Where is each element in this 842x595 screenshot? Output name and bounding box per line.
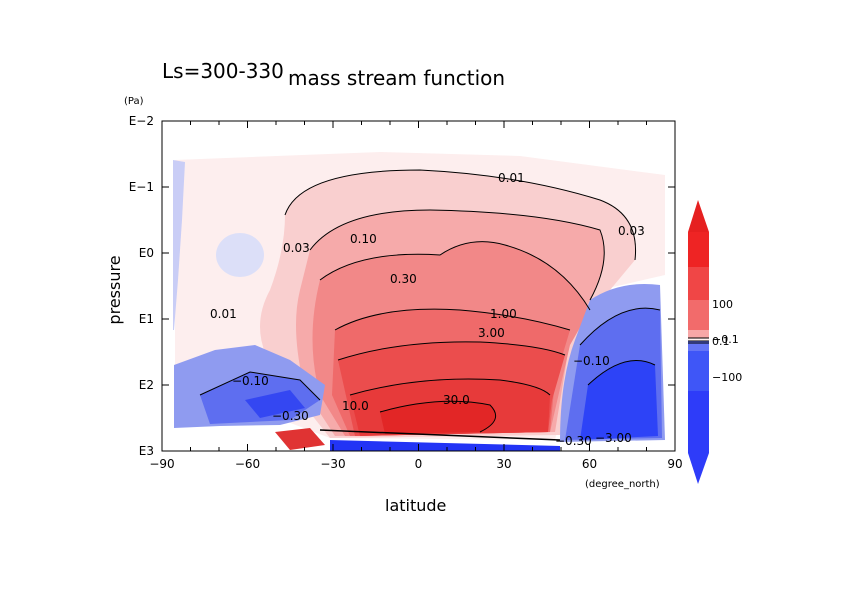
region-bottom-negative-strip bbox=[330, 440, 560, 451]
region-south-negative-core bbox=[245, 390, 305, 418]
y-unit-label: (Pa) bbox=[124, 96, 144, 107]
contour-label: 0.30 bbox=[390, 272, 417, 286]
x-tick-label: 30 bbox=[496, 457, 511, 471]
colorbar-positive-4 bbox=[688, 330, 709, 338]
x-tick-label: −30 bbox=[320, 457, 345, 471]
contour-label: 0.01 bbox=[210, 307, 237, 321]
x-tick-label: 60 bbox=[582, 457, 597, 471]
y-tick-label: E0 bbox=[139, 246, 154, 260]
contour-label: 30.0 bbox=[443, 393, 470, 407]
contour-label: −3.00 bbox=[595, 431, 632, 445]
contour-label: 0.03 bbox=[283, 241, 310, 255]
contour-line bbox=[334, 308, 571, 331]
colorbar-top-arrow bbox=[688, 200, 709, 232]
period-label: Ls=300-330 bbox=[162, 59, 284, 83]
colorbar-negative-1 bbox=[688, 341, 709, 351]
x-tick-label: 0 bbox=[415, 457, 423, 471]
colorbar-positive-1 bbox=[688, 232, 709, 267]
contour-line bbox=[199, 371, 321, 401]
contour-label: 10.0 bbox=[342, 399, 369, 413]
colorbar-tick-label: −0.1 bbox=[712, 333, 739, 346]
colorbar-near-zero bbox=[688, 338, 709, 341]
contour-line bbox=[284, 169, 637, 261]
colorbar-negative-3 bbox=[688, 391, 709, 453]
y-tick-label: E2 bbox=[139, 378, 154, 392]
x-axis-label: latitude bbox=[385, 496, 446, 515]
contour-line bbox=[349, 378, 551, 396]
contour-label: 1.00 bbox=[490, 307, 517, 321]
colorbar-negative-2 bbox=[688, 351, 709, 391]
contour-label: −0.30 bbox=[272, 409, 309, 423]
contour-line bbox=[379, 400, 497, 433]
colorbar-bottom-arrow bbox=[688, 453, 709, 484]
contour-label: −0.10 bbox=[573, 354, 610, 368]
contour-line bbox=[587, 360, 656, 386]
colorbar: 100 0.1 −0.1 −100 bbox=[688, 200, 742, 484]
y-axis-label: pressure bbox=[105, 255, 124, 324]
y-tick-label: E−2 bbox=[129, 114, 154, 128]
contour-line bbox=[337, 341, 566, 361]
colorbar-tick-label: 100 bbox=[712, 298, 733, 311]
x-tick-label: 90 bbox=[667, 457, 682, 471]
y-axis: E−2 E−1 E0 E1 E2 E3 bbox=[129, 114, 675, 458]
colorbar-tick-label: 0.1 bbox=[712, 335, 730, 348]
contour-line bbox=[319, 429, 561, 441]
contour-label: −0.30 bbox=[555, 434, 592, 448]
region-positive-30p0 bbox=[380, 401, 496, 434]
contour-line bbox=[579, 307, 661, 346]
contour-label: 0.01 bbox=[498, 171, 525, 185]
x-axis: −90 −60 −30 0 30 60 90 bbox=[149, 121, 683, 471]
y-tick-label: E−1 bbox=[129, 180, 154, 194]
region-south-upper-negative bbox=[173, 160, 185, 330]
y-tick-label: E1 bbox=[139, 312, 154, 326]
x-tick-label: −90 bbox=[149, 457, 174, 471]
region-small-negative-patch bbox=[216, 233, 264, 277]
x-tick-label: −60 bbox=[235, 457, 260, 471]
contour-plot bbox=[173, 152, 665, 451]
contour-labels: 0.01 0.03 0.10 0.30 1.00 3.00 10.0 30.0 … bbox=[210, 171, 645, 448]
region-bottom-positive-blob bbox=[275, 428, 325, 450]
contour-label: −0.10 bbox=[232, 374, 269, 388]
contour-line bbox=[319, 241, 591, 311]
colorbar-positive-2 bbox=[688, 267, 709, 300]
x-axis-unit: (degree_north) bbox=[585, 479, 660, 490]
contour-label: 0.10 bbox=[350, 232, 377, 246]
contour-label: 3.00 bbox=[478, 326, 505, 340]
chart-title: mass stream function bbox=[288, 66, 505, 90]
y-tick-label: E3 bbox=[139, 444, 154, 458]
colorbar-tick-label: −100 bbox=[712, 371, 742, 384]
region-north-negative-core bbox=[580, 360, 658, 440]
colorbar-positive-3 bbox=[688, 300, 709, 330]
contour-label: 0.03 bbox=[618, 224, 645, 238]
contour-line bbox=[309, 209, 605, 301]
